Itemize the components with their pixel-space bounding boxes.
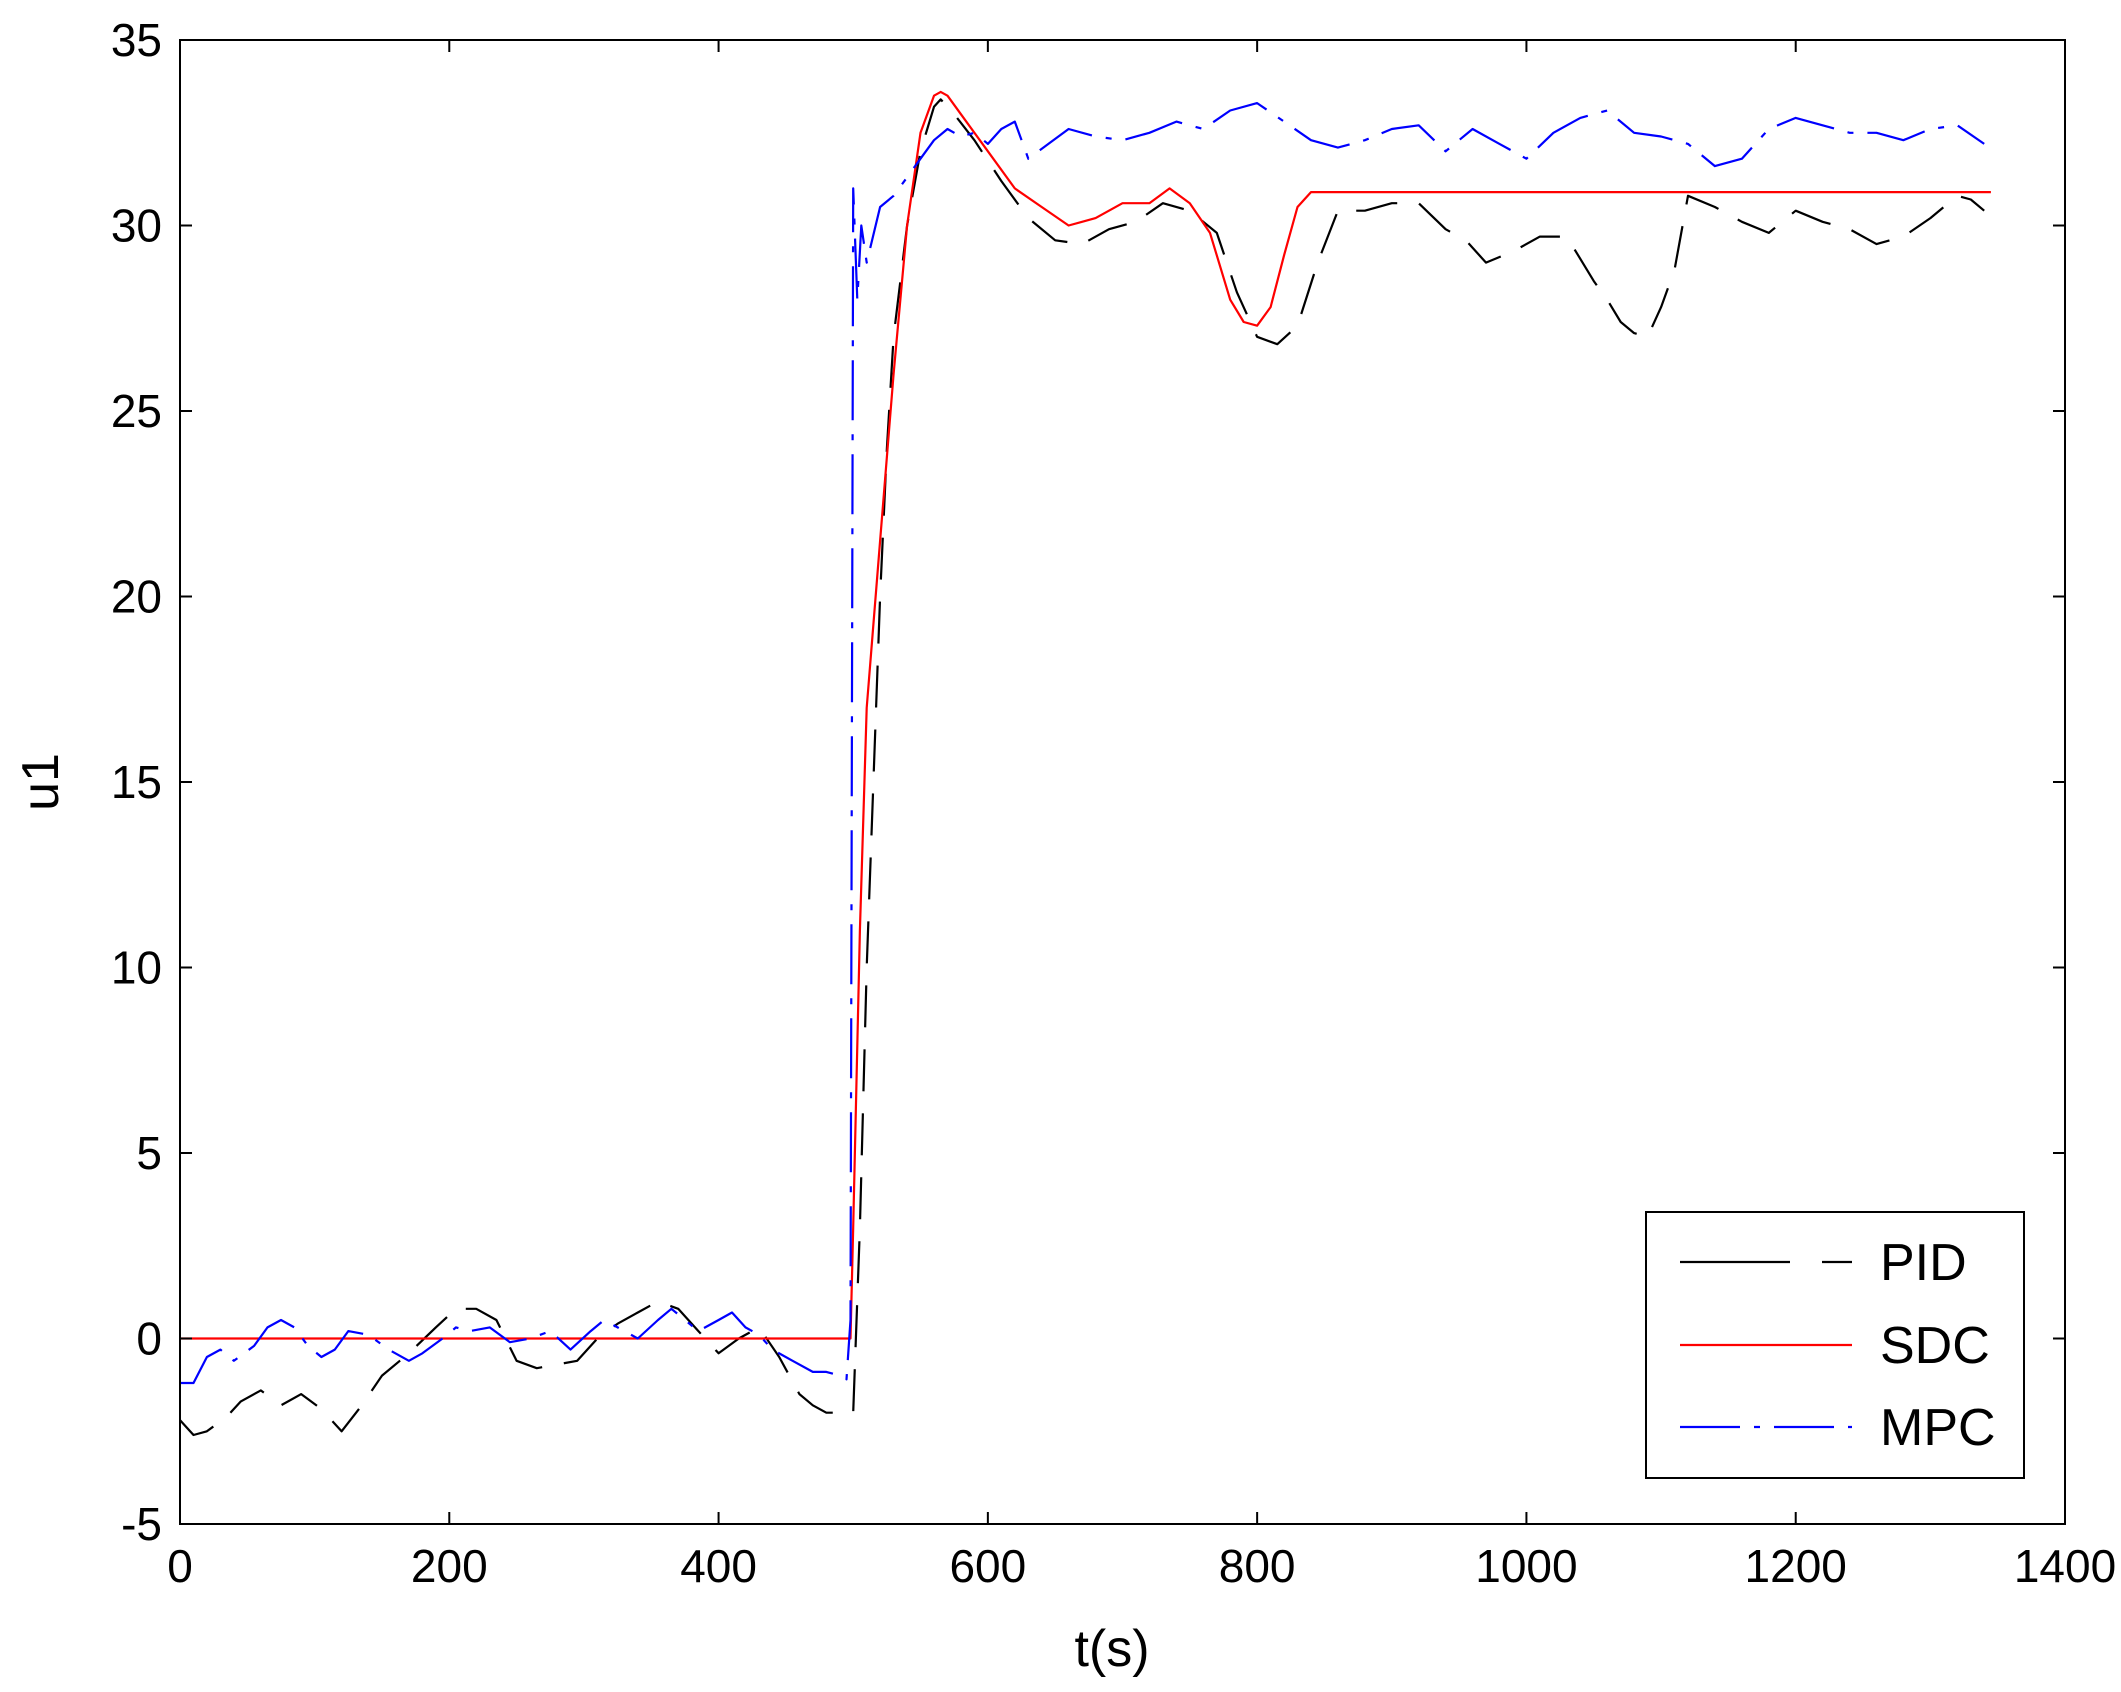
series-pid-line	[179, 98, 1985, 1437]
legend-label-mpc: MPC	[1880, 1399, 1996, 1457]
tick-labels-layer: 0 200 400 600 800 1000 1200 1400-50510152025303…	[111, 14, 2116, 1592]
legend-items: PID SDC MPC	[1680, 1234, 1996, 1457]
y-tick-label: 25	[111, 385, 162, 437]
y-tick-label: 0	[136, 1313, 162, 1365]
series-layer	[179, 90, 1991, 1437]
x-tick-label: 800	[1219, 1540, 1296, 1592]
ticks-layer	[179, 39, 2066, 1525]
y-tick-label: 35	[111, 14, 162, 66]
y-axis-title: u1	[12, 753, 70, 811]
y-tick-label: 20	[111, 571, 162, 623]
x-tick-label: 1200	[1745, 1540, 1847, 1592]
series-sdc-line	[180, 90, 1991, 1340]
y-tick-label: 5	[136, 1127, 162, 1179]
x-axis-title: t(s)	[1074, 1620, 1149, 1678]
x-tick-label: 1400	[2014, 1540, 2116, 1592]
y-tick-label: 10	[111, 942, 162, 994]
y-tick-label: -5	[121, 1498, 162, 1550]
y-tick-label: 15	[111, 756, 162, 808]
series-mpc-line	[180, 101, 1985, 1385]
x-tick-label: 200	[411, 1540, 488, 1592]
x-tick-label: 600	[949, 1540, 1026, 1592]
x-tick-label: 400	[680, 1540, 757, 1592]
x-tick-label: 0	[167, 1540, 193, 1592]
y-tick-label: 30	[111, 200, 162, 252]
legend-label-sdc: SDC	[1880, 1317, 1990, 1375]
legend-label-pid: PID	[1880, 1234, 1967, 1292]
x-tick-label: 1000	[1475, 1540, 1577, 1592]
legend: PID SDC MPC	[1645, 1211, 2025, 1479]
